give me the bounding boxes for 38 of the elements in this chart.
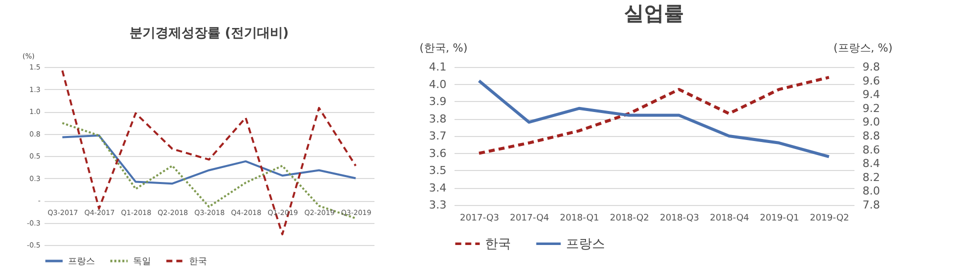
- x-tick-label: 2018-Q2: [610, 214, 650, 224]
- y-axis-title: (한국, %): [420, 42, 468, 54]
- y2-tick-label: 9.0: [862, 116, 880, 129]
- y2-tick-label: 9.4: [862, 88, 880, 102]
- y2-tick-label: 9.8: [862, 60, 880, 74]
- y2-tick-label: 8.2: [862, 170, 880, 184]
- y-tick-label: 3.6: [429, 146, 446, 160]
- y-tick-label: 4.0: [429, 78, 446, 91]
- y-tick-label: 3.7: [429, 130, 446, 142]
- legend-label: 한국: [485, 236, 511, 252]
- y2-tick-label: 8.4: [862, 157, 880, 170]
- y-tick-label: 3.5: [429, 164, 446, 177]
- x-tick-label: 2017-Q3: [460, 214, 500, 224]
- y2-tick-label: 8.0: [862, 184, 880, 198]
- legend-label: 한국: [189, 257, 207, 267]
- y2-tick-label: 9.2: [862, 102, 880, 115]
- y-tick-label: 3.4: [429, 181, 446, 194]
- x-tick-label: 2018-Q1: [560, 214, 600, 224]
- y-tick-label: 4.1: [429, 60, 446, 74]
- x-tick-label: 2017-Q4: [510, 214, 550, 224]
- y-tick-label: 3.3: [429, 198, 446, 212]
- y2-tick-label: 8.6: [862, 143, 880, 156]
- legend-label: 프랑스: [566, 236, 605, 252]
- chart-title: 분기경제성장률 (전기대비): [129, 26, 289, 41]
- y2-tick-label: 7.8: [862, 198, 880, 212]
- y2-tick-label: 9.6: [862, 74, 880, 88]
- y-tick-label: 3.8: [429, 112, 446, 126]
- x-tick-label: 2018-Q4: [710, 214, 750, 224]
- x-tick-label: 2019-Q2: [810, 214, 850, 224]
- y2-tick-label: 8.8: [862, 130, 880, 142]
- chart-title: 실업률: [624, 1, 684, 25]
- y-tick-label: 3.9: [429, 95, 446, 108]
- y2-axis-title: (프랑스, %): [833, 42, 892, 54]
- x-tick-label: 2018-Q3: [660, 214, 700, 224]
- legend-label: 프랑스: [68, 257, 95, 267]
- legend-label: 독일: [133, 257, 151, 267]
- x-tick-label: 2019-Q1: [760, 214, 800, 224]
- line-series: [61, 134, 357, 185]
